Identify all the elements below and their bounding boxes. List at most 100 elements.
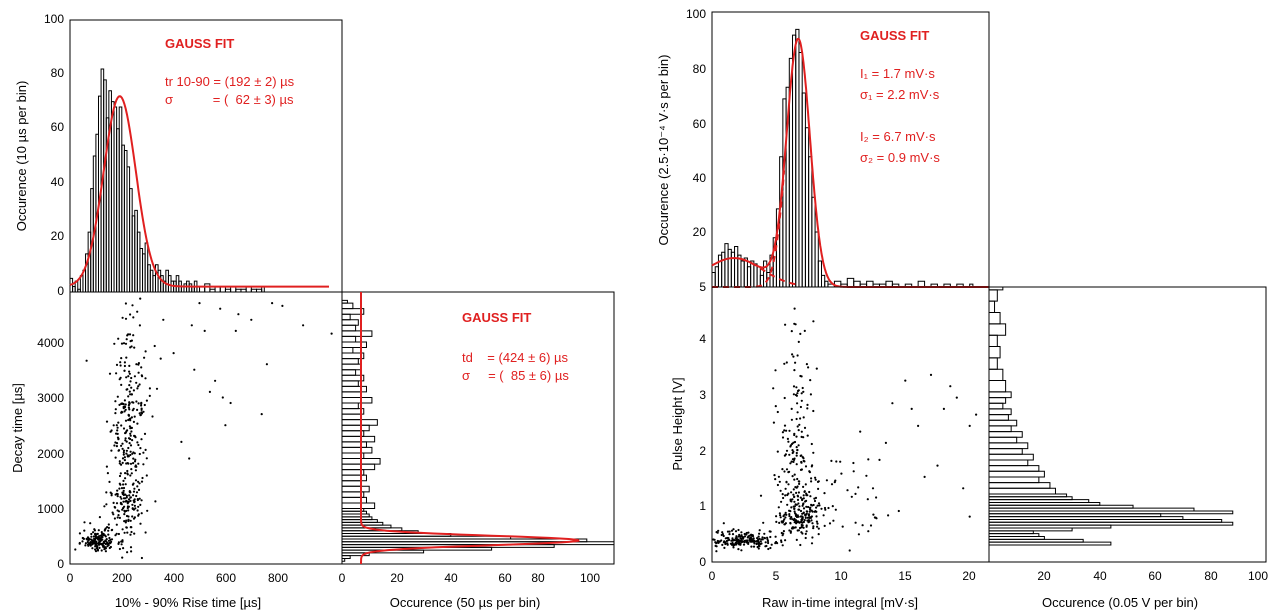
scatter-point [116, 426, 119, 429]
scatter-point [737, 548, 740, 551]
histogram-bar [989, 286, 1004, 291]
scatter-point [792, 385, 796, 388]
scatter-point [743, 541, 746, 544]
scatter-point [796, 477, 799, 481]
scatter-point [119, 501, 122, 504]
scatter-point [137, 363, 140, 366]
scatter-point [128, 333, 132, 336]
histogram-bar [956, 283, 964, 287]
scatter-point [791, 353, 794, 356]
scatter-point [811, 510, 814, 513]
scatter-point [802, 459, 805, 462]
scatter-point [810, 519, 813, 522]
scatter-point [784, 323, 787, 326]
scatter-point [122, 342, 126, 345]
scatter-point [129, 491, 132, 494]
scatter-point [130, 386, 133, 389]
right-scatter-xticks: 0 5 10 15 20 [709, 569, 976, 583]
scatter-point [144, 531, 147, 534]
right-scatter-ytick: 0 [699, 555, 706, 569]
scatter-point [132, 316, 135, 319]
scatter-point [715, 550, 718, 553]
histogram-bar [989, 380, 1007, 393]
scatter-point [804, 500, 807, 503]
scatter-point [807, 519, 811, 522]
scatter-point [797, 340, 800, 343]
scatter-point [271, 302, 274, 305]
scatter-point [799, 543, 802, 547]
scatter-point [146, 509, 149, 512]
scatter-point [124, 472, 127, 475]
histogram-bar [342, 496, 367, 504]
scatter-point [788, 509, 791, 512]
right-top-annotation-line3: I₂ = 6.7 mV·s [860, 129, 936, 144]
scatter-point [747, 531, 750, 534]
scatter-point [721, 543, 724, 547]
scatter-point [106, 545, 109, 548]
scatter-point [117, 449, 120, 452]
left-top-annotation-line1: tr 10-90 = (192 ± 2) µs [165, 74, 295, 89]
scatter-point [793, 473, 796, 476]
scatter-point [93, 529, 96, 532]
histogram-bar [817, 260, 823, 287]
left-side-histogram [341, 299, 615, 564]
scatter-point [129, 417, 132, 420]
scatter-point [743, 535, 747, 538]
scatter-point [789, 462, 792, 465]
left-scatter-xtick: 200 [112, 571, 132, 585]
scatter-point [124, 477, 127, 480]
scatter-point [810, 442, 813, 446]
scatter-point [281, 304, 284, 307]
scatter-point [732, 546, 735, 549]
scatter-point [121, 461, 124, 464]
scatter-point [797, 491, 801, 494]
histogram-bar [989, 323, 1007, 336]
scatter-point [772, 387, 775, 390]
scatter-point [115, 445, 118, 448]
scatter-point [779, 489, 782, 492]
scatter-point [131, 439, 134, 442]
scatter-point [128, 494, 131, 497]
scatter-point [115, 424, 118, 427]
scatter-point [133, 346, 136, 349]
histogram-bar [342, 485, 370, 493]
scatter-point [762, 521, 765, 524]
left-top-annotation-title: GAUSS FIT [165, 36, 234, 51]
scatter-point [135, 494, 138, 498]
scatter-point [131, 409, 134, 412]
scatter-point [96, 549, 100, 552]
scatter-point [799, 468, 803, 471]
histogram-bar [814, 231, 819, 287]
scatter-point [125, 494, 128, 497]
scatter-point [136, 387, 139, 390]
scatter-point [796, 448, 799, 452]
scatter-point [803, 519, 806, 522]
scatter-point [127, 500, 130, 503]
scatter-point [805, 512, 808, 516]
scatter-point [106, 472, 109, 475]
scatter-point [784, 487, 787, 490]
scatter-point [125, 509, 128, 512]
scatter-point [797, 515, 800, 518]
scatter-point [118, 547, 121, 551]
scatter-point [807, 366, 810, 369]
scatter-point [805, 525, 808, 528]
scatter-point [794, 393, 798, 397]
scatter-point [790, 407, 793, 410]
scatter-point [136, 422, 139, 425]
scatter-point [785, 513, 788, 516]
scatter-point [128, 442, 131, 445]
histogram-bar [989, 448, 1023, 455]
scatter-point [763, 532, 766, 535]
scatter-point [773, 474, 776, 477]
scatter-point [808, 490, 811, 494]
left-scatter-ytick: 0 [57, 557, 64, 571]
scatter-point [115, 432, 118, 435]
scatter-point [796, 354, 799, 357]
scatter-point [104, 550, 107, 553]
left-scatter-points [74, 297, 333, 560]
scatter-point [767, 541, 770, 545]
scatter-point [797, 444, 800, 447]
scatter-point [795, 417, 798, 421]
scatter-point [841, 525, 844, 528]
